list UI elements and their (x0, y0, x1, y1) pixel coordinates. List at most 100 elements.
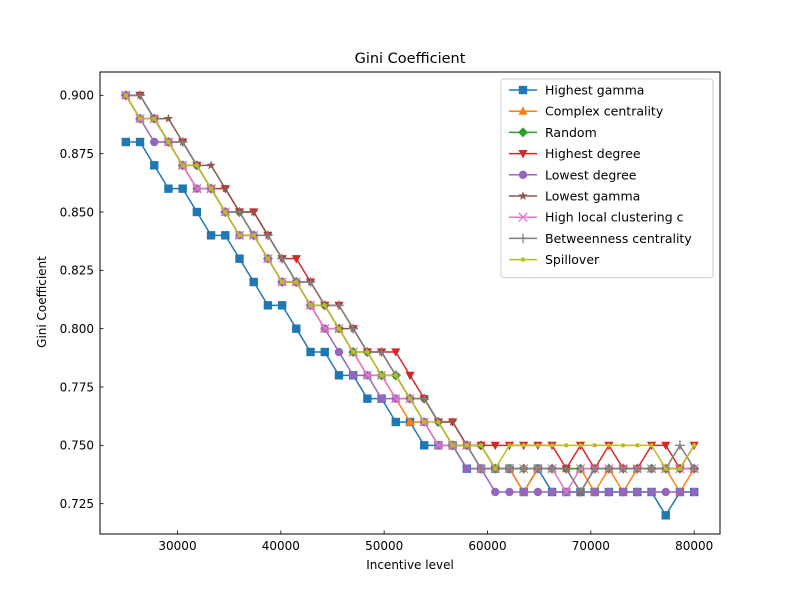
legend-label: Lowest gamma (545, 189, 640, 204)
data-point (163, 113, 174, 123)
data-point (135, 137, 145, 147)
data-point (237, 233, 242, 238)
data-point (606, 443, 612, 448)
data-point (220, 183, 230, 193)
data-point (292, 324, 301, 333)
legend-marker (518, 233, 528, 244)
data-point (663, 466, 668, 471)
data-point (305, 277, 316, 287)
data-point (291, 255, 301, 264)
data-point (575, 487, 586, 497)
data-point (575, 464, 586, 474)
data-point (661, 511, 670, 520)
data-point (379, 373, 384, 378)
data-point (294, 279, 299, 285)
legend-entry-highest-gamma: Highest gamma (509, 83, 644, 98)
y-tick-label: 0.800 (60, 322, 94, 336)
y-tick-label: 0.775 (60, 380, 94, 394)
data-point (152, 116, 157, 121)
data-point (208, 186, 214, 191)
data-point (578, 443, 583, 448)
chart-title: Gini Coefficient (355, 51, 466, 67)
data-point (251, 233, 256, 238)
legend-entry-highest-degree: Highest degree (509, 146, 641, 161)
legend-label: Random (545, 125, 597, 140)
data-point (249, 207, 259, 216)
data-point (206, 160, 216, 170)
data-point (490, 441, 500, 451)
legend-entry-betweenness-centrality: Betweenness centrality (509, 231, 692, 246)
data-point (561, 487, 571, 497)
legend-label: Lowest degree (545, 167, 637, 182)
data-point (647, 487, 656, 497)
data-point (377, 394, 386, 403)
y-tick-label: 0.900 (60, 89, 94, 103)
data-point (675, 440, 685, 451)
data-point (348, 371, 358, 380)
data-point (306, 347, 315, 357)
data-point (192, 207, 202, 217)
legend-box (500, 78, 714, 279)
y-axis-label: Gini Coefficient (35, 256, 49, 348)
data-point (277, 301, 287, 310)
data-point (363, 394, 372, 403)
data-point (604, 487, 614, 497)
data-point (635, 443, 640, 448)
data-point (589, 463, 600, 474)
data-point (123, 93, 129, 98)
data-point (505, 487, 514, 497)
data-point (249, 277, 258, 287)
data-point (348, 323, 358, 334)
data-point (476, 463, 486, 474)
data-point (320, 347, 329, 357)
legend-entry-complex-centrality: Complex centrality (509, 104, 664, 119)
data-point (166, 139, 171, 145)
data-point (150, 161, 159, 170)
legend-marker (518, 85, 528, 95)
legend-entry-spillover: Spillover (509, 252, 600, 267)
x-tick-label: 40000 (262, 539, 300, 553)
legend-label: High local clustering c (545, 210, 684, 225)
data-point (265, 256, 271, 261)
data-point (462, 464, 472, 473)
data-point (407, 396, 413, 401)
legend-marker (518, 212, 528, 222)
data-point (308, 303, 313, 308)
data-point (632, 463, 643, 474)
x-tick-label: 50000 (365, 539, 403, 553)
data-point (234, 207, 245, 217)
data-point (592, 443, 597, 448)
data-point (235, 254, 244, 263)
data-point (334, 347, 344, 357)
legend-entry-high-local-clustering-c: High local clustering c (509, 210, 684, 225)
data-point (436, 419, 441, 425)
legend-entry-lowest-degree: Lowest degree (509, 167, 637, 182)
y-tick-label: 0.825 (60, 264, 94, 278)
data-point (689, 463, 699, 474)
data-point (533, 463, 543, 474)
data-point (336, 326, 342, 331)
data-point (433, 440, 444, 450)
legend-marker (518, 170, 528, 179)
data-point (646, 463, 657, 474)
data-point (164, 184, 173, 193)
y-tick-label: 0.750 (60, 439, 94, 453)
data-point (535, 443, 541, 448)
legend-label: Highest degree (545, 146, 641, 161)
data-point (633, 487, 642, 497)
data-point (547, 463, 557, 474)
data-point (618, 487, 628, 497)
data-point (405, 417, 415, 426)
data-point (549, 443, 555, 448)
data-point (604, 463, 614, 474)
y-tick-label: 0.875 (60, 147, 94, 161)
data-point (519, 487, 528, 497)
data-point (419, 393, 430, 404)
data-point (675, 487, 685, 497)
data-point (493, 466, 498, 471)
data-point (263, 301, 273, 310)
axes: 30000 40000 50000 60000 70000 80000 0.725 0.750… (60, 71, 721, 553)
data-point (518, 463, 529, 474)
x-axis-label: Incentive level (366, 558, 454, 572)
data-point (391, 394, 401, 404)
